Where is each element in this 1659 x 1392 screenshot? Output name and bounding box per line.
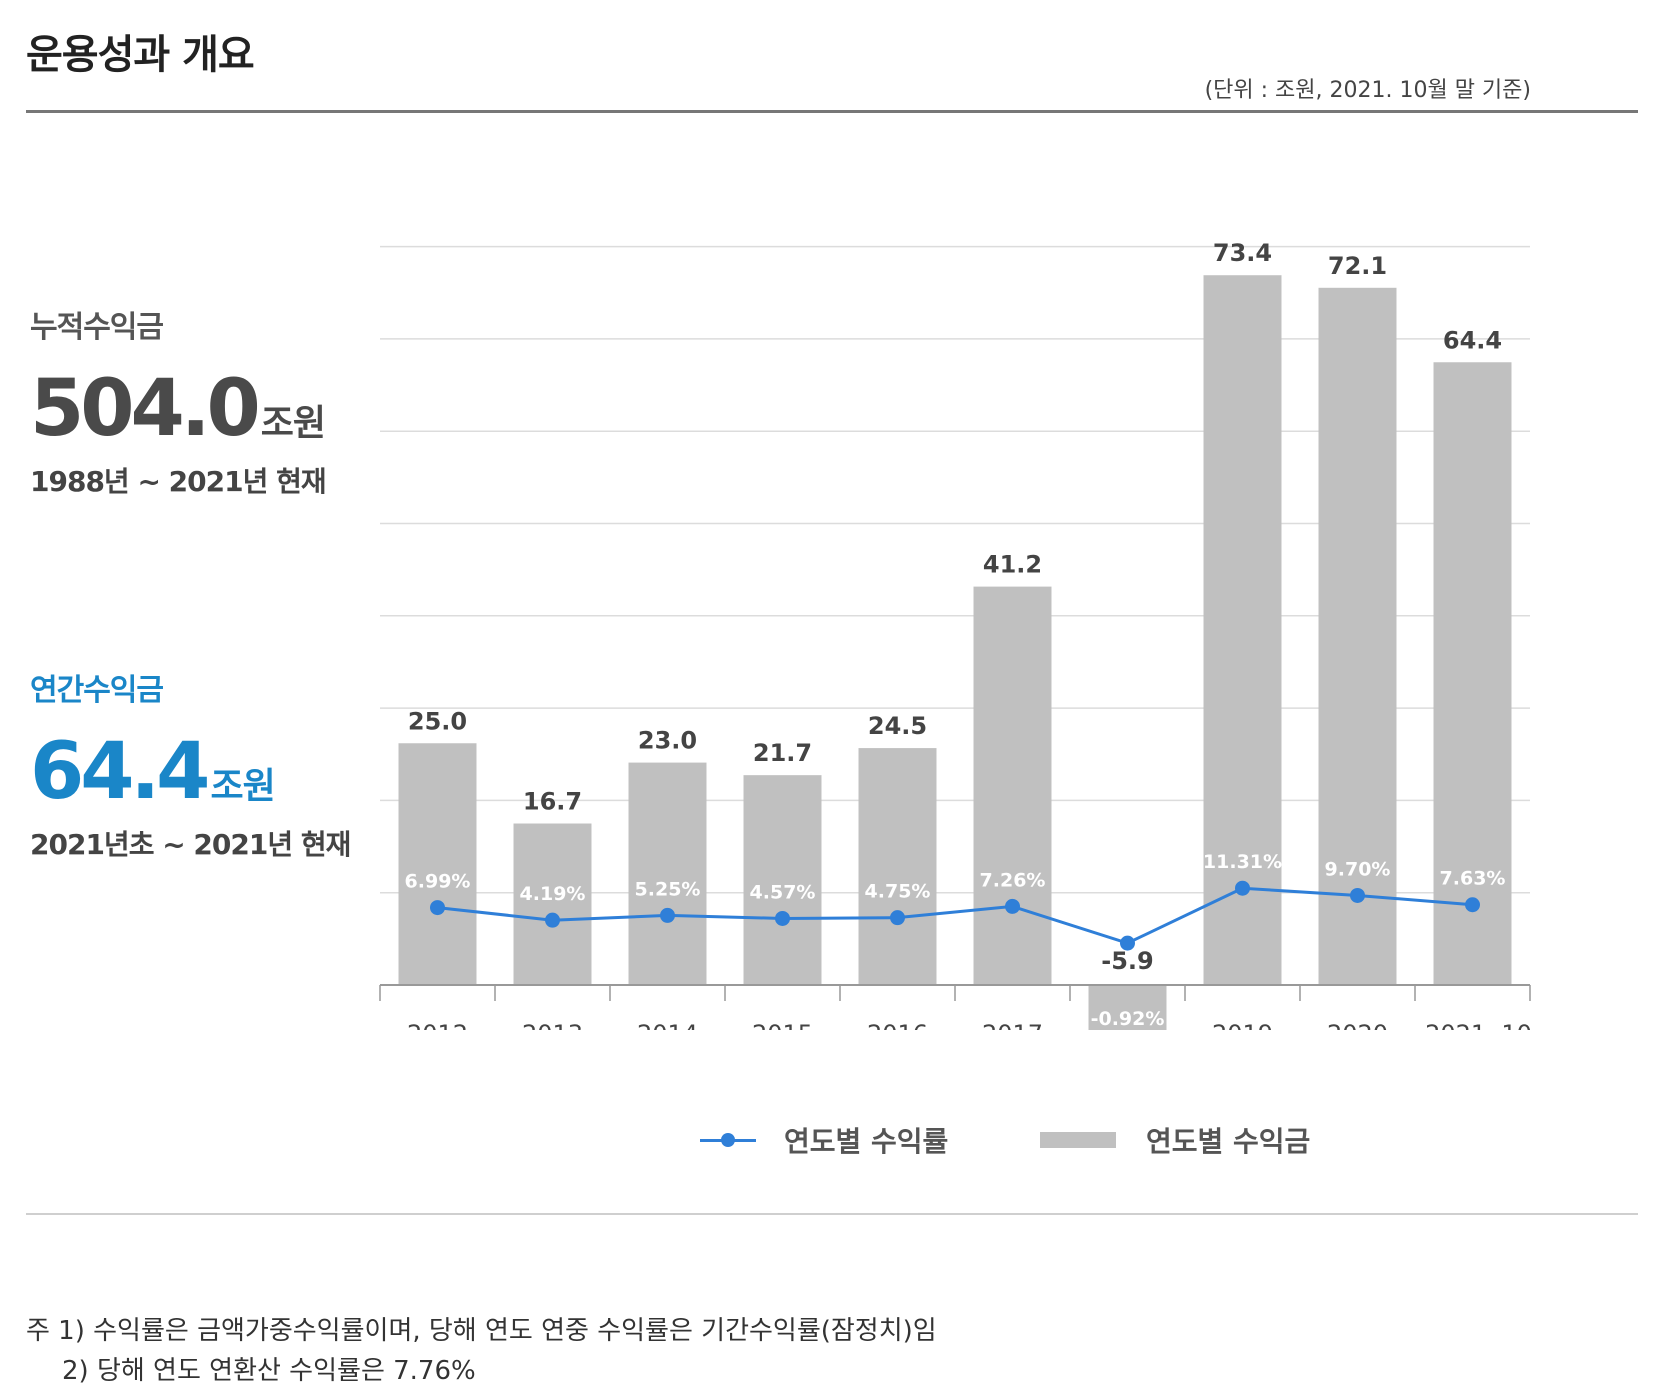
rate-point	[1350, 887, 1365, 903]
rate-value-label: -0.92%	[1091, 1008, 1165, 1030]
rate-value-label: 11.31%	[1203, 851, 1282, 873]
rate-point	[1120, 935, 1135, 951]
bar-value-label: 72.1	[1328, 252, 1387, 280]
page-title: 운용성과 개요	[26, 32, 255, 78]
bar-2017	[973, 586, 1052, 985]
bar-value-label: 24.5	[868, 712, 927, 740]
x-tick-label: 2019	[1212, 1020, 1273, 1030]
bottom-divider	[26, 1213, 1638, 1215]
cumulative-period: 1988년 ~ 2021년 현재	[30, 465, 327, 498]
rate-point	[890, 910, 905, 926]
rate-point	[775, 910, 790, 926]
bar-2014	[628, 762, 707, 985]
rate-value-label: 9.70%	[1325, 858, 1391, 880]
bar-value-label: 64.4	[1443, 326, 1502, 354]
rate-value-label: 4.57%	[750, 881, 816, 903]
bar-value-label: 16.7	[523, 788, 582, 816]
x-tick-label: 2013	[522, 1020, 583, 1030]
rate-value-label: 7.26%	[980, 869, 1046, 891]
top-divider	[26, 110, 1638, 113]
x-tick-label: 2020	[1327, 1020, 1388, 1030]
rate-point	[1005, 898, 1020, 914]
annual-label: 연간수익금	[30, 673, 164, 708]
returns-chart: 25.0 16.7 23.0 21.7 24.5 41.2 -5.9 73.4 72.1 64.4…	[379, 239, 1532, 1030]
rate-point	[1465, 897, 1480, 913]
rate-point	[545, 912, 560, 928]
legend-bar-swatch	[1040, 1132, 1116, 1148]
bar-value-label: -5.9	[1101, 947, 1153, 975]
annual-unit: 조원	[210, 766, 275, 807]
bar-2013	[513, 823, 592, 985]
bar-2012	[398, 743, 477, 985]
bar-2015	[743, 775, 822, 985]
rate-value-label: 4.75%	[865, 881, 931, 903]
unit-note: (단위 : 조원, 2021. 10월 말 기준)	[1204, 78, 1531, 103]
x-tick-label: 2014	[637, 1020, 698, 1030]
bar-value-label: 73.4	[1213, 239, 1272, 267]
legend-profit-label: 연도별 수익금	[1146, 1125, 1311, 1158]
bar-2019	[1203, 275, 1282, 985]
bar-2020	[1318, 287, 1397, 986]
bar-2016	[858, 748, 937, 985]
bar-value-label: 25.0	[408, 707, 467, 735]
bar-value-label: 21.7	[753, 739, 812, 767]
x-tick-label: 2016	[867, 1020, 928, 1030]
bar-value-label: 23.0	[638, 727, 697, 755]
x-tick-label: 2017	[982, 1020, 1043, 1030]
legend-rate-label: 연도별 수익률	[784, 1125, 949, 1158]
cumulative-number: 504.0	[30, 364, 261, 454]
cumulative-label: 누적수익금	[30, 310, 164, 345]
bar-2021. 10	[1433, 362, 1512, 985]
annual-period: 2021년초 ~ 2021년 현재	[30, 828, 351, 861]
rate-line	[437, 886, 1473, 945]
rate-value-label: 7.63%	[1440, 868, 1506, 890]
x-tick-label: 2021. 10	[1425, 1020, 1532, 1030]
cumulative-unit: 조원	[260, 403, 326, 444]
cumulative-value: 504.0 조원	[30, 370, 326, 448]
rate-point	[1235, 880, 1250, 896]
bar-2018	[1088, 985, 1167, 1030]
x-tick-label: 2015	[752, 1020, 813, 1030]
footnote-1: 주 1) 수익률은 금액가중수익률이며, 당해 연도 연중 수익률은 기간수익률…	[26, 1316, 937, 1346]
annual-value: 64.4 조원	[30, 733, 276, 811]
rate-value-label: 5.25%	[635, 878, 701, 900]
rate-point	[430, 900, 445, 916]
footnote-2: 2) 당해 연도 연환산 수익률은 7.76%	[62, 1356, 476, 1386]
rate-value-label: 4.19%	[520, 883, 586, 905]
legend-item-profit: 연도별 수익금	[1040, 1120, 1310, 1160]
x-tick-label: 2012	[407, 1020, 468, 1030]
legend-line-swatch	[700, 1132, 756, 1147]
legend-item-rate: 연도별 수익률	[700, 1120, 948, 1160]
rate-point	[660, 907, 675, 923]
annual-number: 64.4	[30, 727, 210, 817]
bar-value-label: 41.2	[983, 551, 1042, 579]
rate-value-label: 6.99%	[405, 871, 471, 893]
